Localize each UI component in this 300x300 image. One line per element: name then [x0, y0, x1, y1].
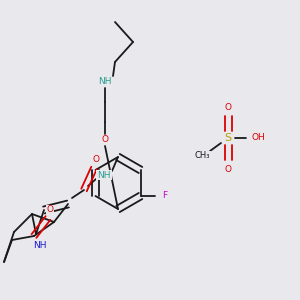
- Text: O: O: [46, 206, 53, 214]
- Text: CH₃: CH₃: [194, 152, 210, 160]
- Text: S: S: [224, 133, 232, 143]
- Text: F: F: [162, 191, 167, 200]
- Text: O: O: [92, 155, 100, 164]
- Text: NH: NH: [98, 77, 112, 86]
- Text: NH: NH: [97, 170, 111, 179]
- Text: O: O: [101, 136, 109, 145]
- Text: O: O: [224, 103, 232, 112]
- Text: NH: NH: [33, 242, 47, 250]
- Text: O: O: [224, 164, 232, 173]
- Text: OH: OH: [251, 134, 265, 142]
